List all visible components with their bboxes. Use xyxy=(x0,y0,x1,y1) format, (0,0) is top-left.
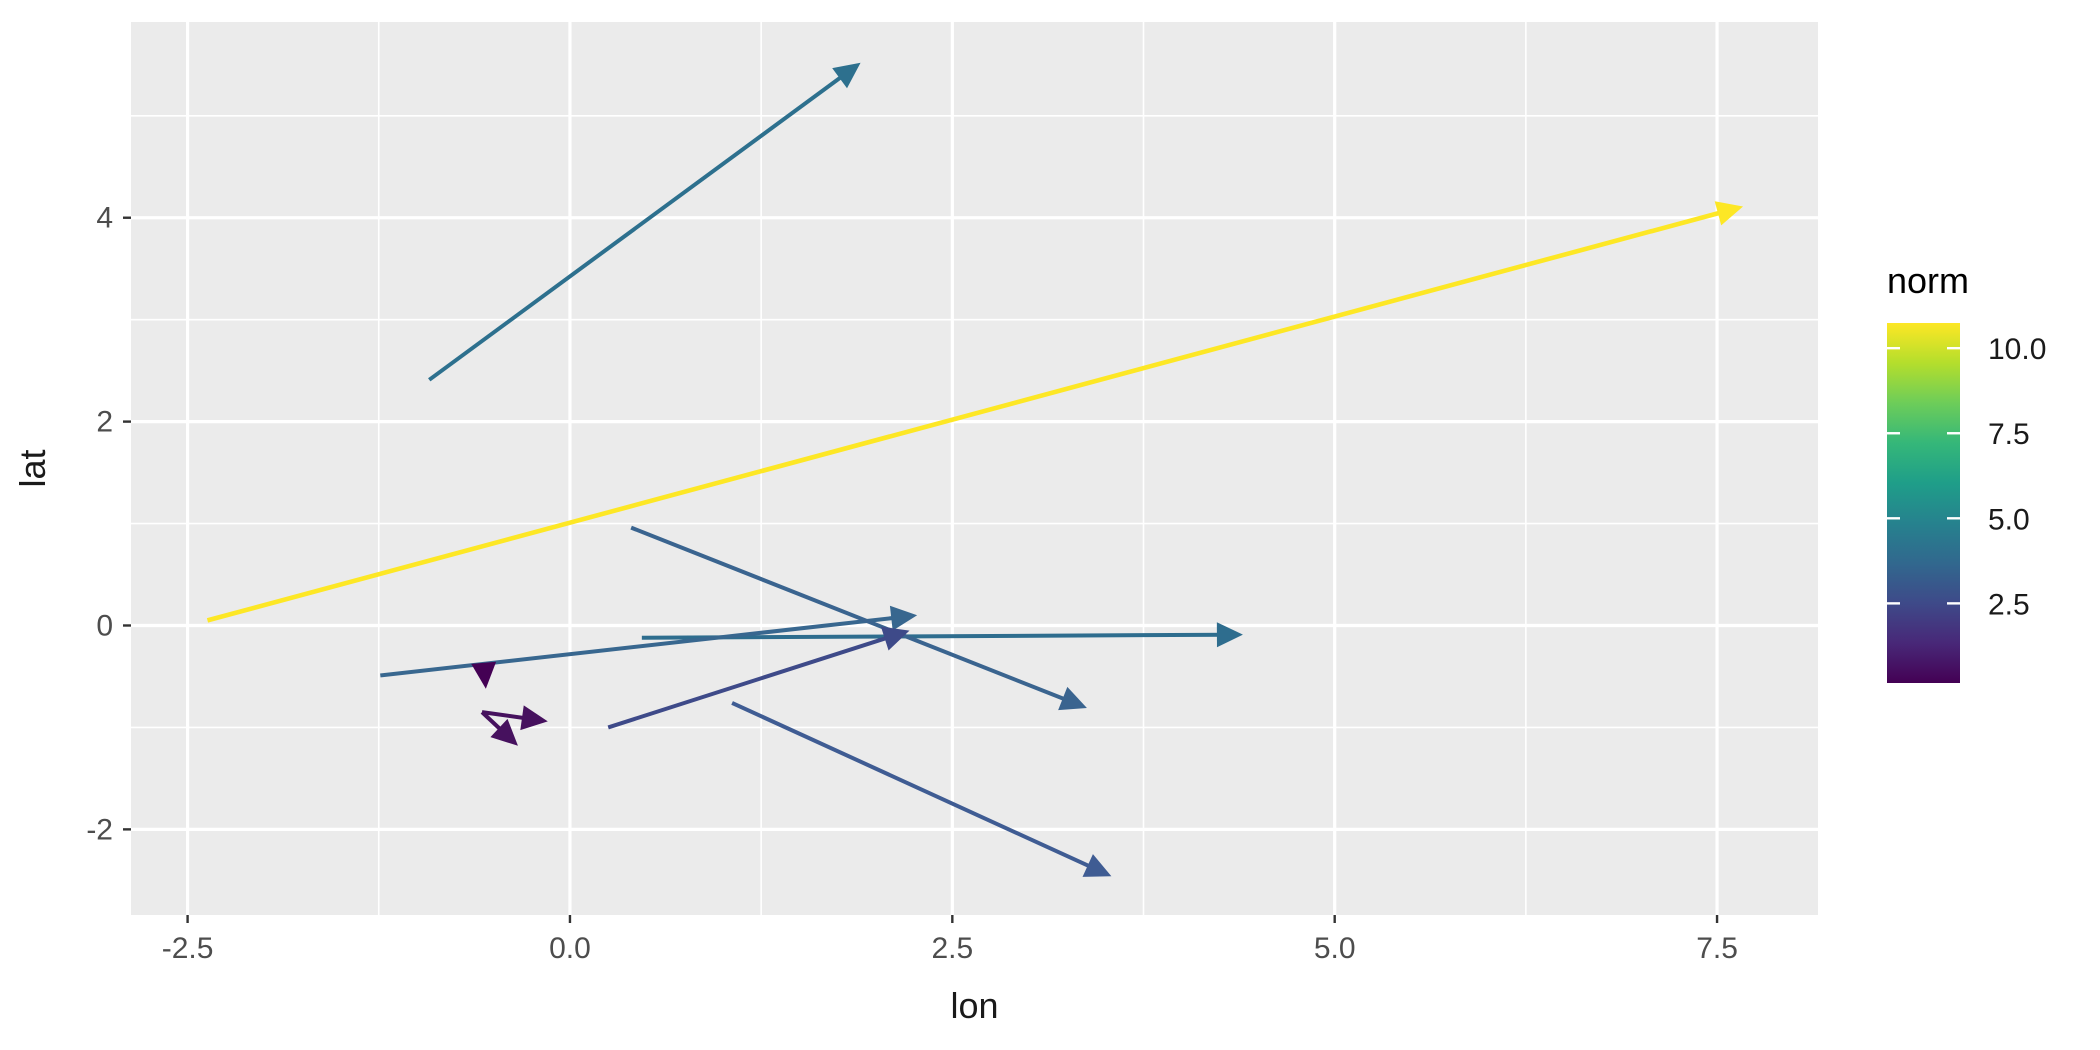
arrow-head xyxy=(490,718,518,746)
plot-panel xyxy=(131,22,1818,915)
arrow-head xyxy=(880,626,910,651)
y-tick-label: 4 xyxy=(96,202,113,235)
legend-title: norm xyxy=(1887,260,1969,301)
y-tick-label: 2 xyxy=(96,406,113,439)
arrow-shaft xyxy=(428,69,851,382)
arrow-shaft xyxy=(630,525,1075,705)
arrow-head xyxy=(889,605,918,631)
arrow-shaft xyxy=(731,701,1100,873)
x-tick-label: 2.5 xyxy=(931,932,973,965)
arrow-shaft xyxy=(641,632,1229,640)
legend-tick-label: 5.0 xyxy=(1988,503,2030,536)
x-tick-label: 5.0 xyxy=(1314,932,1356,965)
y-tick-label: 0 xyxy=(96,609,113,642)
x-axis-title: lon xyxy=(950,985,998,1026)
x-tick-label: 0.0 xyxy=(549,932,591,965)
x-tick-label: 7.5 xyxy=(1696,932,1738,965)
arrow-head xyxy=(1714,201,1744,226)
arrow-head xyxy=(832,62,861,89)
y-axis-title: lat xyxy=(12,449,53,487)
arrow-shaft xyxy=(380,614,904,678)
arrow-head xyxy=(1058,686,1087,711)
legend-tick-label: 2.5 xyxy=(1988,588,2030,621)
arrow-head xyxy=(520,705,548,731)
legend-tick-label: 7.5 xyxy=(1988,418,2030,451)
arrow-head xyxy=(1216,622,1243,648)
arrow-head xyxy=(471,661,497,689)
legend-colorbar xyxy=(1887,323,1960,683)
x-tick-label: -2.5 xyxy=(162,932,214,965)
arrow-shaft xyxy=(607,633,897,730)
arrow-shaft xyxy=(206,208,1730,623)
arrow-head xyxy=(1082,854,1112,877)
legend-tick-label: 10.0 xyxy=(1988,333,2046,366)
y-tick-label: -2 xyxy=(86,813,113,846)
